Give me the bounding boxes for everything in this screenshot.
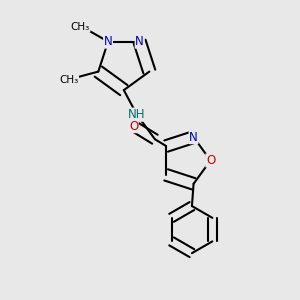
Text: N: N — [189, 130, 198, 144]
Text: CH₃: CH₃ — [70, 22, 90, 32]
Text: O: O — [206, 154, 215, 167]
Text: N: N — [135, 35, 144, 48]
Text: O: O — [129, 120, 138, 133]
Text: NH: NH — [128, 108, 146, 121]
Text: CH₃: CH₃ — [59, 75, 79, 85]
Text: N: N — [104, 35, 112, 48]
